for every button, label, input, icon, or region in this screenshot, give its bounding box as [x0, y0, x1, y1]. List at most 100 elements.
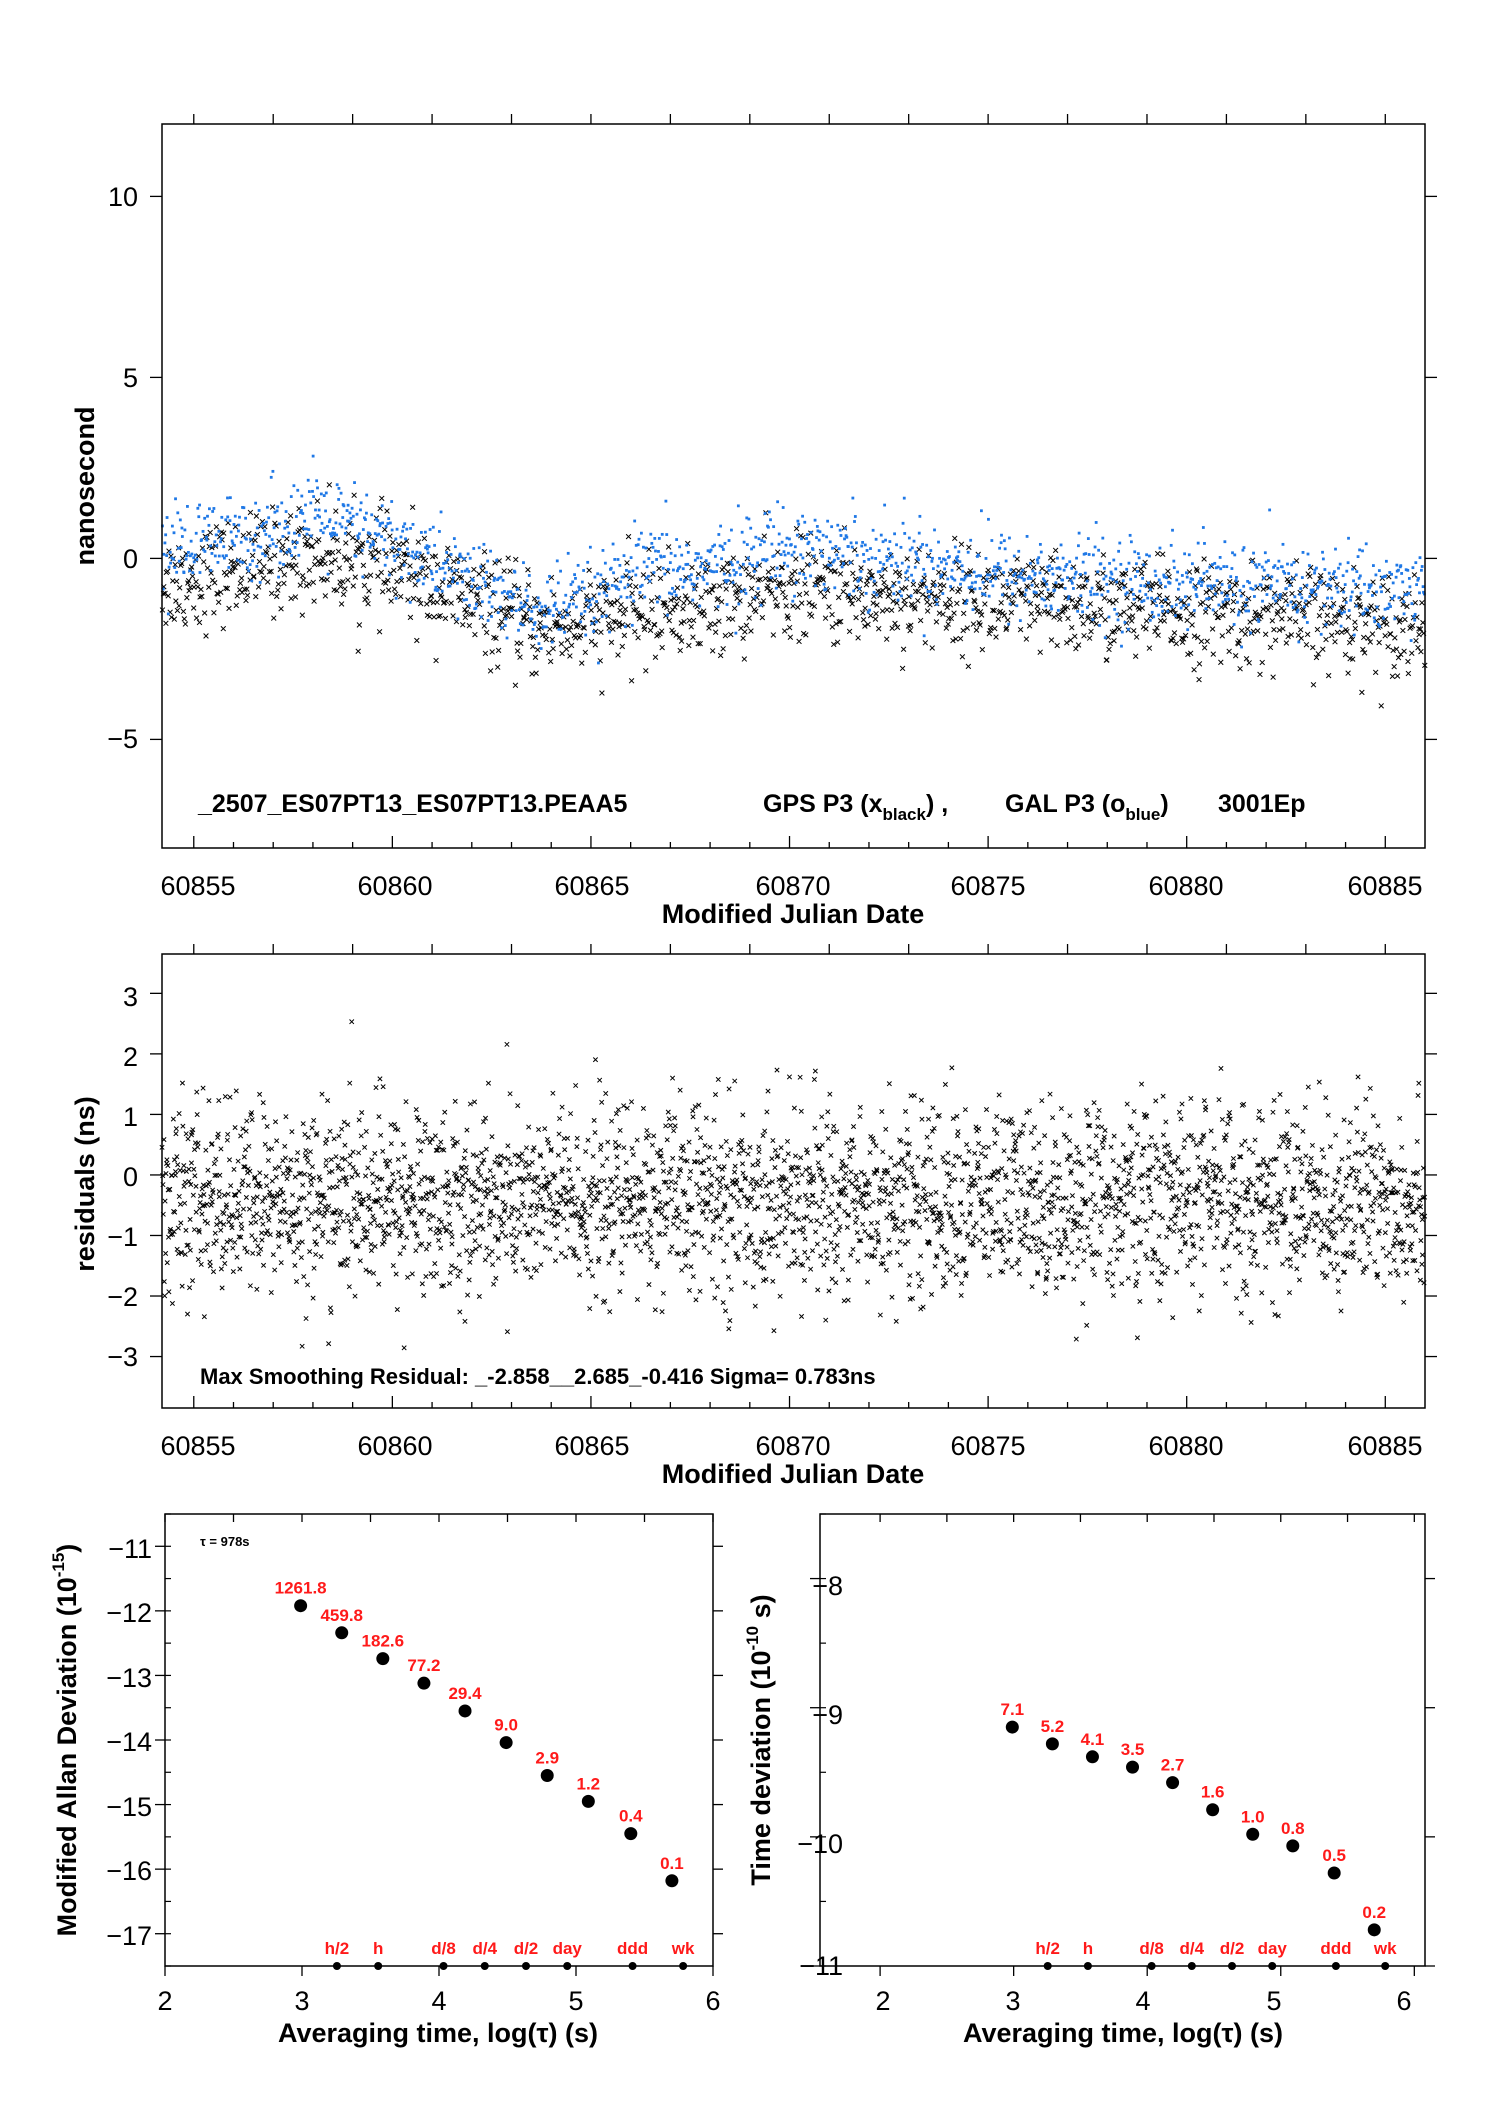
gps-point: [1307, 573, 1313, 580]
gal-point: [1027, 575, 1031, 579]
gal-point: [812, 554, 816, 558]
residual-point: [465, 1224, 471, 1230]
gps-point: [1369, 631, 1376, 637]
residual-point: [198, 1261, 204, 1267]
residual-point: [252, 1174, 258, 1180]
gal-point: [964, 602, 967, 605]
gps-point: [860, 610, 866, 616]
gal-point: [745, 516, 749, 520]
gal-point: [1007, 622, 1011, 626]
gps-point: [1356, 594, 1362, 601]
gal-point: [1104, 574, 1108, 578]
gps-point: [1013, 578, 1019, 585]
gal-point: [991, 569, 995, 573]
gps-point: [951, 535, 958, 542]
gps-point: [899, 665, 906, 672]
gal-point: [179, 546, 183, 549]
gal-point: [264, 533, 268, 536]
residual-point: [821, 1177, 827, 1183]
gal-point: [1268, 508, 1272, 512]
residual-point: [303, 1315, 309, 1322]
residual-point: [852, 1219, 859, 1225]
residual-point: [869, 1235, 875, 1241]
residual-point: [635, 1221, 641, 1227]
residual-point: [196, 1227, 202, 1233]
gps-point: [1133, 634, 1140, 640]
residual-point: [403, 1099, 409, 1105]
gal-point: [1024, 588, 1028, 592]
gps-point: [168, 614, 175, 620]
residual-point: [828, 1152, 834, 1158]
gps-point: [1236, 638, 1242, 644]
residual-point: [172, 1209, 178, 1215]
residual-point: [244, 1118, 250, 1124]
gal-point: [611, 542, 615, 546]
gal-point: [697, 552, 700, 556]
residual-point: [601, 1213, 607, 1219]
residual-point: [301, 1274, 307, 1280]
gal-point: [387, 517, 391, 521]
residual-point: [590, 1175, 596, 1181]
gal-point: [1170, 605, 1174, 608]
residual-point: [688, 1264, 694, 1270]
gal-point: [1105, 582, 1109, 586]
residual-point: [689, 1231, 695, 1238]
gal-point: [837, 547, 841, 551]
gps-point: [616, 620, 623, 626]
gal-point: [1090, 586, 1094, 590]
gal-point: [827, 556, 831, 560]
residual-point: [608, 1201, 614, 1208]
gps-point: [862, 623, 868, 629]
residual-point: [775, 1253, 781, 1259]
residual-point: [581, 1219, 587, 1225]
residual-point: [181, 1183, 187, 1189]
gal-point: [1208, 565, 1212, 569]
residual-point: [950, 1115, 956, 1122]
gps-point: [836, 619, 842, 625]
residual-point: [768, 1244, 774, 1250]
gal-point: [1343, 583, 1347, 586]
residual-point: [604, 1156, 610, 1162]
gps-point: [991, 607, 998, 614]
gal-point: [741, 562, 745, 566]
gal-point: [1002, 571, 1006, 574]
gal-point: [280, 501, 284, 505]
residual-point: [813, 1200, 819, 1206]
gal-point: [259, 545, 263, 549]
residual-point: [634, 1296, 640, 1303]
gps-point: [625, 533, 632, 540]
gal-point: [720, 557, 723, 561]
gal-point: [566, 551, 570, 555]
gal-point: [398, 548, 402, 551]
residual-point: [952, 1232, 959, 1238]
gal-point: [915, 552, 918, 556]
residual-point: [479, 1160, 485, 1166]
residual-point: [658, 1153, 664, 1159]
gal-point: [360, 548, 364, 552]
residual-point: [299, 1343, 305, 1349]
residual-point: [584, 1250, 591, 1256]
gal-point: [1003, 547, 1007, 551]
gps-point: [1054, 642, 1060, 649]
gps-point: [769, 565, 776, 572]
residual-point: [669, 1075, 676, 1081]
gal-point: [383, 538, 387, 542]
gal-point: [198, 503, 201, 507]
gps-point: [772, 577, 778, 584]
gps-point: [1349, 656, 1356, 662]
gal-point: [1397, 596, 1401, 600]
gal-point: [1376, 623, 1380, 626]
gps-point: [967, 568, 974, 574]
residual-point: [537, 1196, 543, 1202]
gal-point: [476, 587, 480, 590]
gal-point: [1108, 576, 1112, 580]
gal-point: [430, 572, 434, 576]
gal-point: [517, 628, 520, 632]
gal-point: [495, 558, 499, 562]
gal-point: [309, 501, 313, 505]
residual-point: [619, 1270, 625, 1276]
gps-point: [164, 568, 171, 575]
gps-point: [1286, 578, 1292, 585]
gal-point: [853, 515, 857, 518]
residual-point: [326, 1169, 332, 1175]
